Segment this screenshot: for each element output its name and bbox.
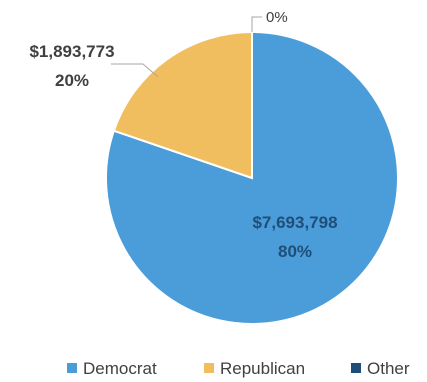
legend-swatch-other — [351, 363, 361, 373]
other-percent-label: 0% — [266, 9, 288, 26]
legend-label-other: Other — [367, 359, 410, 378]
leader-lines — [111, 16, 262, 78]
legend-label-republican: Republican — [220, 359, 305, 378]
republican-percent-label: 20% — [55, 71, 89, 90]
legend: Democrat Republican Other — [67, 359, 410, 378]
legend-swatch-republican — [204, 363, 214, 373]
leader-line-republican — [111, 63, 159, 78]
republican-value-label: $1,893,773 — [29, 42, 114, 61]
democrat-percent-label: 80% — [278, 242, 312, 261]
legend-swatch-democrat — [67, 363, 77, 373]
legend-label-democrat: Democrat — [83, 359, 157, 378]
pie-slices — [105, 30, 399, 325]
democrat-value-label: $7,693,798 — [252, 213, 337, 232]
leader-line-other — [251, 16, 262, 32]
pie-slice-republican — [112, 30, 253, 180]
